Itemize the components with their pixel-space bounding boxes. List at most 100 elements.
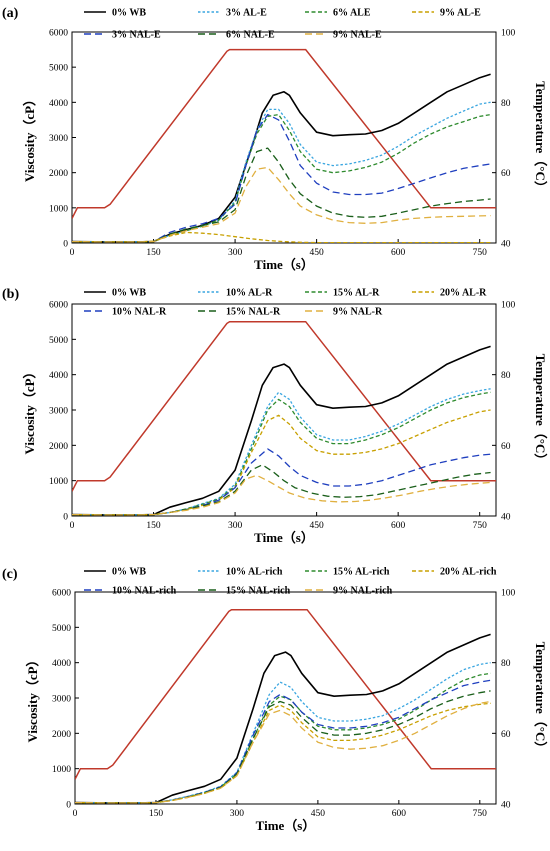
y-tick-label: 6000 xyxy=(49,29,68,39)
legend-entry: 10% AL-rich xyxy=(198,567,283,578)
legend-entry: 9% AL-E xyxy=(412,8,481,19)
temperature-line xyxy=(72,48,496,219)
legend-entry: 10% AL-R xyxy=(198,288,273,299)
y-tick-label: 6000 xyxy=(49,301,68,311)
y-tick-label: 2000 xyxy=(49,442,68,452)
x-axis-title: Time（s） xyxy=(254,530,314,545)
legend-entry: 15% NAL-R xyxy=(198,307,281,318)
y-tick-label: 0 xyxy=(66,801,71,811)
x-axis-title: Time（s） xyxy=(256,818,316,833)
legend-label: 0% WB xyxy=(112,288,146,299)
y-tick-label: 4000 xyxy=(49,371,68,381)
series-line-3 xyxy=(75,702,491,804)
legend-label: 9% NAL-rich xyxy=(333,586,393,597)
y2-tick-label: 40 xyxy=(501,513,511,523)
legend-label: 3% AL-E xyxy=(226,8,267,19)
legend-entry: 9% NAL-E xyxy=(305,30,382,41)
legend-label: 20% AL-R xyxy=(440,288,487,299)
plot-area xyxy=(72,48,496,243)
x-tick-label: 300 xyxy=(228,248,243,258)
legend-entry: 9% NAL-R xyxy=(305,307,383,318)
chart-panel-c: (c) 0 150 300 450 600 750 0 1000 2000 3000 4000 5000… xyxy=(2,567,548,834)
x-axis-title: Time（s） xyxy=(254,257,314,272)
x-tick-label: 0 xyxy=(73,809,78,819)
chart-panel-b: (b) 0 150 300 450 600 750 0 1000 2000 3000 4000 5000… xyxy=(2,287,548,545)
x-tick-label: 150 xyxy=(146,521,161,531)
series-line-1 xyxy=(72,388,491,516)
legend-entry: 10% NAL-rich xyxy=(84,586,177,597)
x-tick-label: 0 xyxy=(70,521,75,531)
legend-entry: 0% WB xyxy=(84,288,146,299)
series-line-6 xyxy=(72,166,491,243)
series-line-6 xyxy=(72,474,491,516)
x-tick-label: 600 xyxy=(392,809,407,819)
y2-tick-label: 100 xyxy=(501,301,516,311)
temperature-line xyxy=(72,320,496,492)
y2-tick-label: 100 xyxy=(501,29,516,39)
plot-frame xyxy=(71,303,497,517)
series-line-0 xyxy=(75,633,491,804)
y2-tick-label: 60 xyxy=(501,169,511,179)
legend-label: 10% AL-rich xyxy=(226,567,283,578)
legend-label: 6% NAL-E xyxy=(226,30,275,41)
y2-tick-label: 60 xyxy=(501,442,511,452)
plot-frame xyxy=(71,31,497,244)
x-tick-label: 0 xyxy=(70,248,75,258)
legend-label: 9% NAL-E xyxy=(333,30,382,41)
series-line-4 xyxy=(72,113,491,243)
legend-entry: 10% NAL-R xyxy=(84,307,167,318)
y2-tick-label: 40 xyxy=(501,240,511,250)
y-tick-label: 1000 xyxy=(49,477,68,487)
y-tick-label: 1000 xyxy=(49,204,68,214)
legend-label: 9% NAL-R xyxy=(333,307,383,318)
y-axis-title: Viscosity（cP） xyxy=(22,365,37,454)
x-tick-label: 300 xyxy=(228,521,243,531)
panel-label: (a) xyxy=(2,6,19,21)
panel-label: (b) xyxy=(2,287,19,302)
y-tick-label: 2000 xyxy=(52,730,71,740)
x-tick-label: 750 xyxy=(473,809,488,819)
legend-label: 0% WB xyxy=(112,8,146,19)
legend-label: 9% AL-E xyxy=(440,8,481,19)
y-tick-label: 3000 xyxy=(49,407,68,417)
series-line-5 xyxy=(72,464,491,516)
series-line-0 xyxy=(72,73,491,243)
x-tick-label: 600 xyxy=(391,521,406,531)
x-tick-label: 450 xyxy=(311,809,326,819)
legend-label: 10% NAL-rich xyxy=(112,586,177,597)
y-tick-label: 1000 xyxy=(52,765,71,775)
y2-tick-label: 40 xyxy=(501,801,511,811)
y-tick-label: 3000 xyxy=(52,695,71,705)
panel-label: (c) xyxy=(2,567,18,582)
y-tick-label: 0 xyxy=(63,240,68,250)
legend-entry: 3% AL-E xyxy=(198,8,267,19)
y-axis-title: Viscosity（cP） xyxy=(25,653,40,742)
legend-label: 15% NAL-rich xyxy=(226,586,291,597)
x-tick-label: 450 xyxy=(309,521,324,531)
series-line-2 xyxy=(75,672,491,804)
y2-tick-label: 60 xyxy=(501,730,511,740)
series-line-6 xyxy=(75,700,491,804)
series-line-5 xyxy=(75,690,491,804)
y-tick-label: 4000 xyxy=(52,659,71,669)
y2-axis-title: Temperature（°C） xyxy=(533,642,548,755)
chart-panel-a: (a) 0 150 300 450 600 750 0 1000 2000 3000 4000 5000… xyxy=(2,6,548,272)
x-tick-label: 300 xyxy=(230,809,245,819)
series-line-5 xyxy=(72,147,491,243)
plot-area xyxy=(72,320,496,516)
legend-label: 15% AL-rich xyxy=(333,567,390,578)
plot-area xyxy=(75,608,496,804)
x-tick-label: 150 xyxy=(146,248,161,258)
y2-tick-label: 80 xyxy=(501,99,511,109)
y-tick-label: 3000 xyxy=(49,134,68,144)
y-tick-label: 5000 xyxy=(49,64,68,74)
legend-label: 15% NAL-R xyxy=(226,307,281,318)
y2-axis-title: Temperature（°C） xyxy=(533,81,548,194)
legend-entry: 0% WB xyxy=(84,567,146,578)
series-line-4 xyxy=(75,679,491,804)
legend-entry: 20% AL-rich xyxy=(412,567,497,578)
legend-entry: 6% ALE xyxy=(305,8,371,19)
legend-label: 20% AL-rich xyxy=(440,567,497,578)
legend-label: 3% NAL-E xyxy=(112,30,161,41)
